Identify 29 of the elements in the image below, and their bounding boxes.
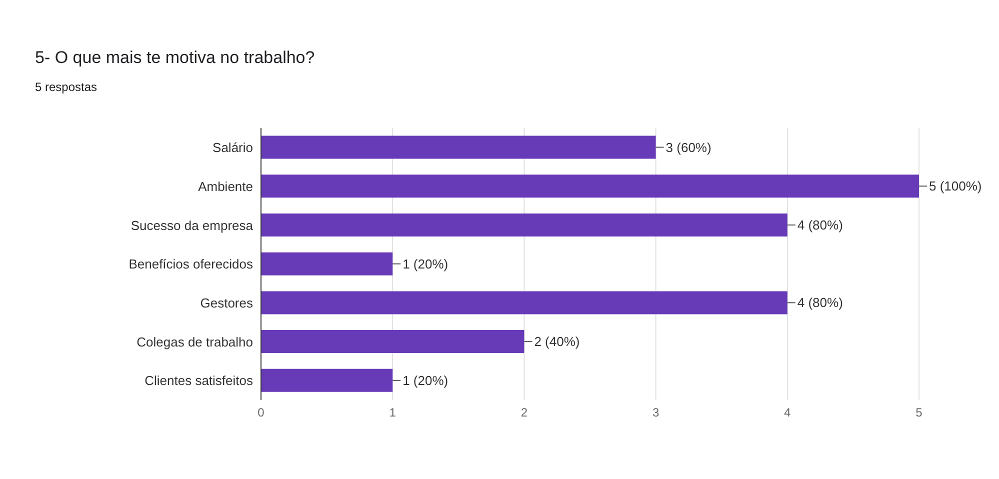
data-label: 5 (100%) — [929, 178, 982, 194]
data-label: 1 (20%) — [402, 256, 448, 272]
data-label: 2 (40%) — [534, 334, 580, 350]
y-tick-label: Ambiente — [198, 178, 253, 194]
bar — [261, 252, 393, 276]
y-tick-label: Sucesso da empresa — [130, 218, 254, 233]
x-tick-label: 4 — [784, 406, 792, 420]
bar — [261, 213, 788, 236]
y-tick-label: Salário — [212, 140, 253, 156]
data-label: 1 (20%) — [402, 372, 448, 388]
y-tick-label: Benefícios oferecidos — [128, 256, 254, 272]
data-label: 3 (60%) — [666, 140, 712, 155]
x-tick-label: 3 — [652, 406, 660, 420]
x-tick-label: 2 — [520, 406, 528, 420]
bar — [261, 174, 919, 198]
y-tick-label: Colegas de trabalho — [136, 334, 253, 350]
x-tick-label: 0 — [258, 406, 265, 420]
data-label: 4 (80%) — [797, 217, 843, 232]
y-tick-label: Clientes satisfeitos — [144, 373, 254, 388]
text: 5 respostas — [35, 80, 98, 94]
bar — [261, 291, 788, 314]
x-tick-label: 1 — [389, 406, 396, 420]
y-tick-label: Gestores — [200, 295, 254, 310]
bar — [261, 330, 524, 354]
bar — [261, 136, 656, 159]
x-tick-label: 5 — [916, 406, 923, 420]
bar — [261, 368, 393, 392]
chart-title: 5- O que mais te motiva no trabalho? — [35, 48, 315, 68]
data-label: 4 (80%) — [797, 295, 843, 310]
